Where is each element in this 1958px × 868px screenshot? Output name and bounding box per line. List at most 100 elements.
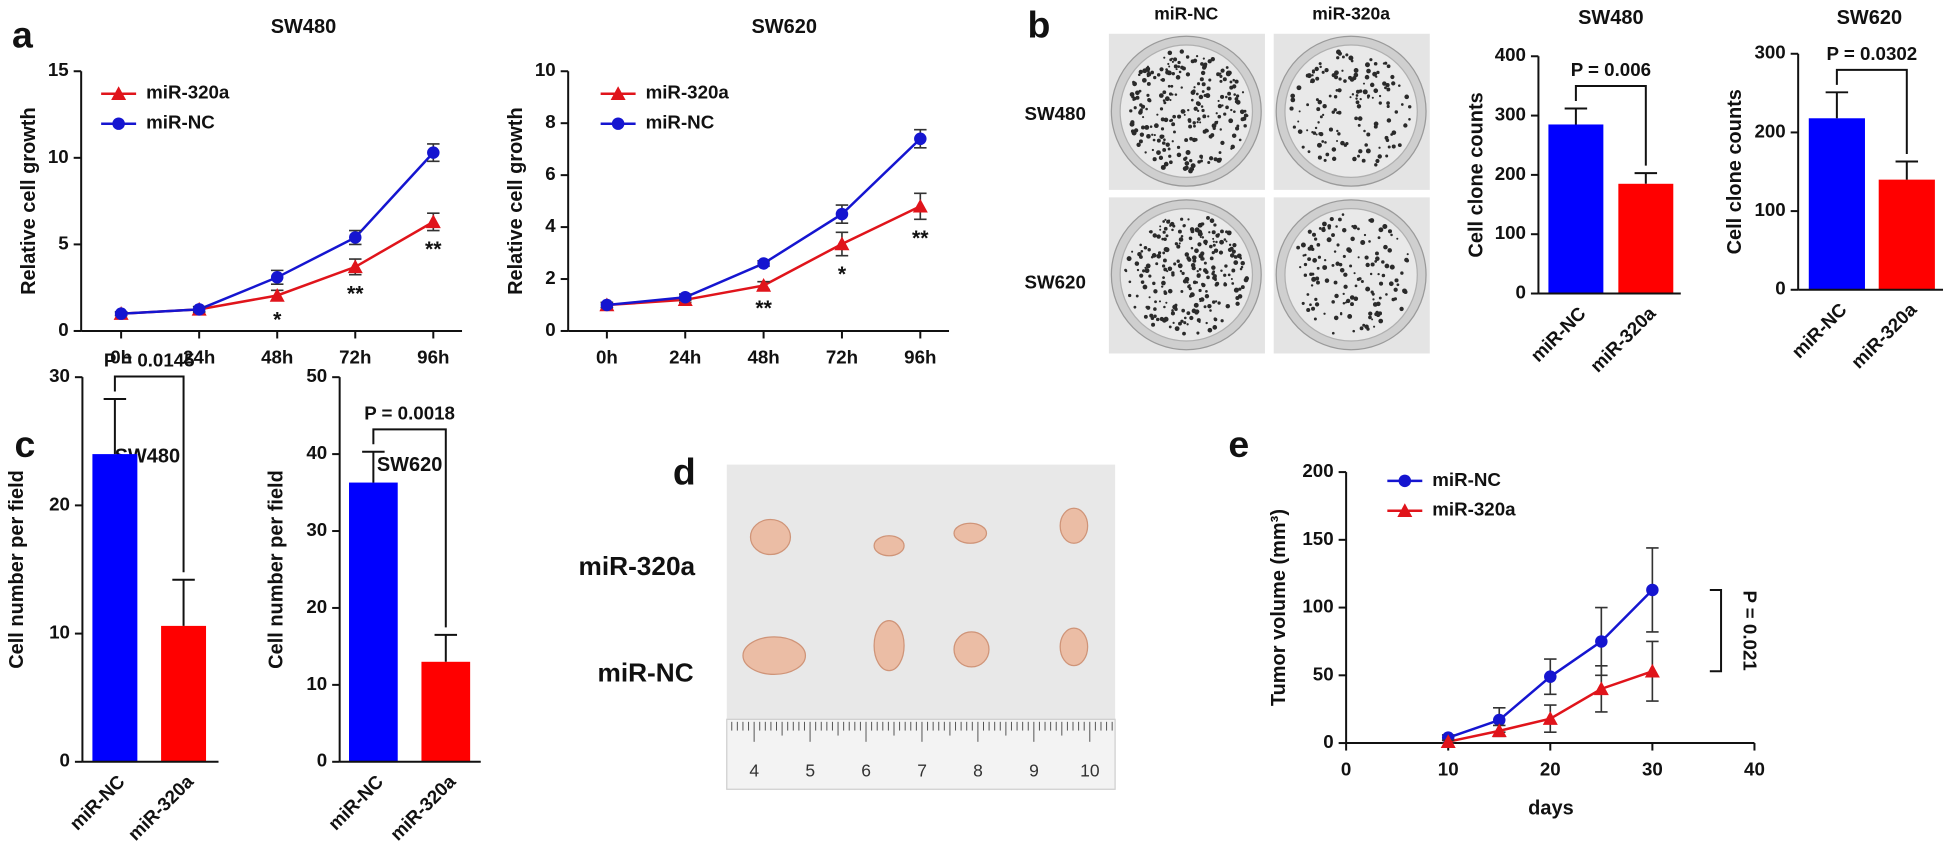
- tumor-row-label: miR-320a: [579, 551, 696, 581]
- y-tick-label: 100: [1302, 596, 1333, 617]
- colony: [1147, 248, 1151, 252]
- colony: [1147, 72, 1150, 75]
- colony: [1167, 62, 1170, 66]
- colony: [1180, 290, 1184, 293]
- y-tick-label: 200: [1495, 163, 1526, 184]
- error-bar: [434, 633, 458, 662]
- colony: [1192, 280, 1197, 285]
- colony: [1143, 314, 1148, 319]
- colony: [1243, 113, 1248, 118]
- colony: [1225, 71, 1231, 77]
- colony: [1173, 130, 1176, 134]
- marker: [269, 287, 285, 302]
- colony: [1398, 84, 1401, 87]
- colony: [1378, 227, 1384, 233]
- colony: [1201, 282, 1205, 287]
- colony: [1136, 268, 1140, 272]
- comparison-label: P = 0.0018: [364, 402, 455, 423]
- tumor-row-label: miR-NC: [598, 657, 694, 687]
- colony: [1214, 283, 1219, 287]
- chart-title: SW480: [1578, 7, 1643, 29]
- significance-label: *: [838, 263, 847, 286]
- colony: [1176, 145, 1181, 149]
- colony: [1196, 109, 1200, 112]
- marker: [349, 231, 362, 244]
- marker: [425, 214, 441, 229]
- colony: [1175, 75, 1181, 80]
- colony: [1189, 159, 1193, 163]
- colony: [1396, 237, 1399, 240]
- colony: [1350, 59, 1354, 63]
- colony: [1168, 154, 1172, 158]
- y-tick-label: 0: [1516, 281, 1526, 302]
- colony: [1333, 250, 1337, 253]
- colony: [1297, 129, 1303, 134]
- colony: [1174, 242, 1179, 246]
- colony: [1312, 258, 1318, 263]
- colony: [1336, 56, 1340, 60]
- ruler-label: 6: [861, 760, 871, 780]
- colony: [1206, 86, 1211, 91]
- colony: [1220, 269, 1223, 272]
- colony: [1202, 57, 1205, 60]
- colony: [1315, 98, 1319, 102]
- colony: [1230, 144, 1235, 150]
- colony: [1340, 140, 1345, 146]
- colony: [1187, 218, 1190, 221]
- colony: [1212, 126, 1216, 131]
- colony: [1314, 302, 1320, 307]
- colony: [1194, 248, 1199, 254]
- colony: [1144, 124, 1150, 130]
- colony: [1170, 84, 1174, 88]
- colony: [1386, 118, 1392, 123]
- colony: [1167, 84, 1171, 88]
- colony: [1323, 312, 1326, 315]
- colony: [1137, 73, 1141, 77]
- colony: [1394, 110, 1399, 114]
- colony: [1314, 237, 1318, 241]
- colony: [1405, 258, 1410, 263]
- colony: [1366, 94, 1371, 98]
- colony: [1407, 105, 1412, 109]
- colony: [1303, 262, 1308, 267]
- legend-label: miR-NC: [646, 112, 715, 133]
- colony: [1355, 97, 1358, 100]
- y-axis-label: Relative cell growth: [18, 107, 40, 295]
- y-axis-label: Cell number per field: [6, 470, 28, 669]
- colony: [1372, 298, 1375, 301]
- colony: [1235, 301, 1240, 306]
- colony: [1309, 303, 1312, 307]
- x-tick-label: 24h: [669, 346, 701, 367]
- colony: [1149, 230, 1153, 234]
- colony: [1175, 68, 1178, 71]
- colony: [1311, 131, 1314, 134]
- colony: [1370, 262, 1375, 267]
- colony: [1145, 263, 1151, 269]
- colony: [1201, 236, 1205, 239]
- colony: [1161, 134, 1165, 138]
- colony: [1152, 233, 1157, 238]
- colony: [1220, 140, 1225, 145]
- y-tick-label: 50: [1313, 663, 1334, 684]
- colony: [1139, 255, 1143, 259]
- colony: [1151, 133, 1154, 136]
- colony: [1186, 311, 1191, 316]
- colony: [1142, 269, 1146, 273]
- colony: [1331, 233, 1335, 237]
- marker: [914, 132, 927, 146]
- colony: [1162, 276, 1165, 280]
- colony: [1381, 260, 1385, 264]
- colony: [1159, 228, 1162, 231]
- y-axis-label: Cell clone counts: [1466, 92, 1488, 257]
- colony: [1390, 133, 1394, 136]
- colony: [1238, 287, 1242, 291]
- bar: [1618, 183, 1674, 294]
- colony: [1172, 321, 1175, 325]
- colony: [1233, 260, 1239, 265]
- colony: [1212, 300, 1216, 304]
- colony: [1209, 309, 1212, 312]
- colony: [1177, 263, 1183, 269]
- colony: [1349, 264, 1353, 268]
- colony: [1383, 244, 1388, 250]
- marker: [1493, 713, 1506, 727]
